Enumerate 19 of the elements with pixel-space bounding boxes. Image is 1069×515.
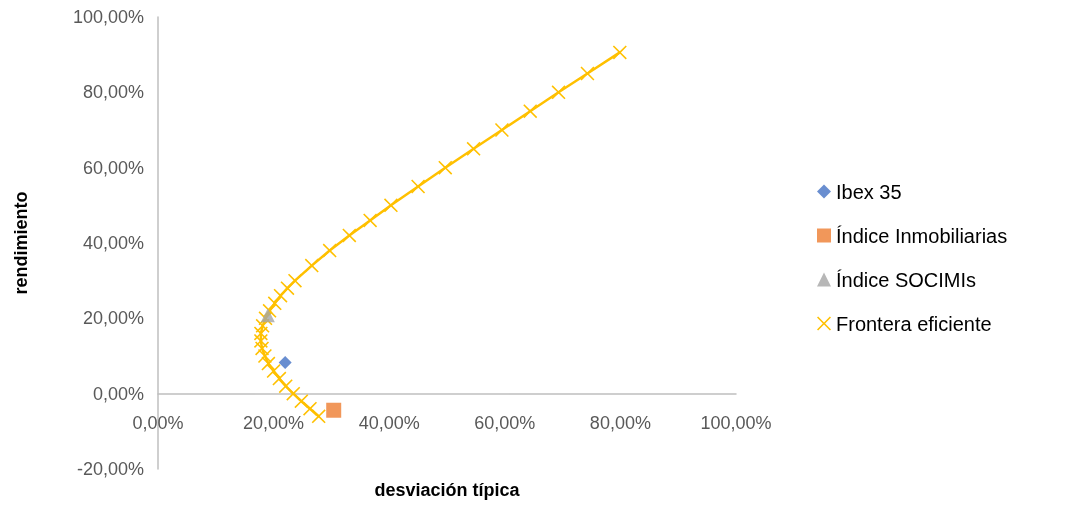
y-tick-label: 0,00% <box>92 383 144 404</box>
y-tick-label: 40,00% <box>82 233 144 253</box>
x-tick-label: 100,00% <box>700 412 772 433</box>
y-tick-label: 60,00% <box>82 157 144 178</box>
legend-label: Frontera eficiente <box>836 312 992 335</box>
x-tick-label: 20,00% <box>243 412 305 433</box>
legend-label: Índice Inmobiliarias <box>836 224 1008 247</box>
x-tick-label: 40,00% <box>358 412 420 433</box>
x-tick-label: 0,00% <box>132 412 184 433</box>
y-tick-label: -20,00% <box>76 459 144 479</box>
legend-label: Ibex 35 <box>836 180 902 203</box>
x-tick-label: 80,00% <box>589 412 651 433</box>
y-tick-label: 100,00% <box>72 7 144 27</box>
y-axis-title: rendimiento <box>11 191 31 295</box>
x-tick-label: 60,00% <box>474 412 536 433</box>
y-tick-label: 20,00% <box>82 308 144 329</box>
legend-label: Índice SOCIMIs <box>836 268 977 291</box>
y-tick-label: 80,00% <box>82 82 144 103</box>
x-axis-title: desviación típica <box>374 480 521 500</box>
